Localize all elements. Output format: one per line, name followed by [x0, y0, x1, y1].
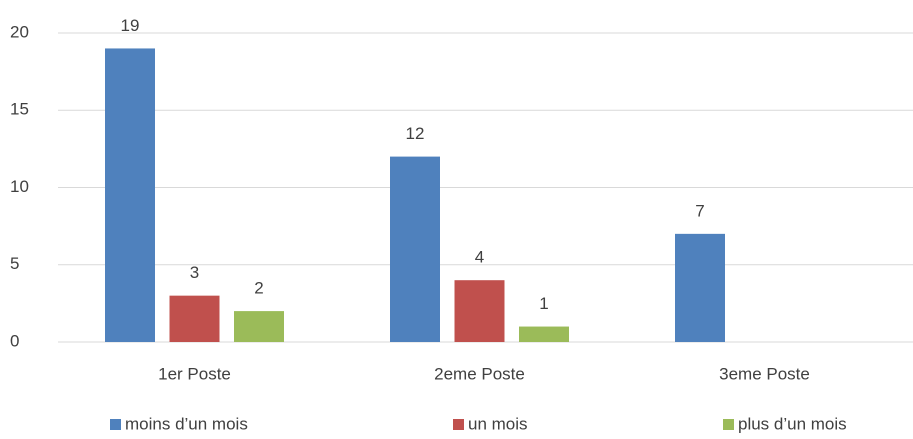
bar	[169, 295, 220, 342]
legend-swatch	[723, 419, 734, 430]
x-tick-label: 3eme Poste	[719, 364, 810, 383]
data-label: 4	[475, 248, 484, 267]
legend-label: plus d’un mois	[738, 414, 847, 433]
y-tick-label: 10	[10, 177, 29, 196]
bar	[105, 48, 155, 342]
data-label: 7	[695, 201, 704, 220]
bar	[519, 326, 569, 342]
legend-label: un mois	[468, 414, 528, 433]
bar	[675, 233, 725, 342]
y-tick-label: 5	[10, 254, 19, 273]
y-tick-label: 0	[10, 331, 19, 350]
data-label: 12	[406, 124, 425, 143]
data-label: 3	[190, 263, 199, 282]
bar	[454, 280, 505, 342]
legend-swatch	[110, 419, 121, 430]
x-tick-label: 1er Poste	[158, 364, 231, 383]
bar	[234, 311, 284, 342]
legend-label: moins d’un mois	[125, 414, 248, 433]
x-tick-label: 2eme Poste	[434, 364, 525, 383]
legend-swatch	[453, 419, 464, 430]
bar	[390, 156, 440, 342]
y-tick-label: 15	[10, 100, 29, 119]
y-tick-label: 20	[10, 22, 29, 41]
data-label: 19	[121, 16, 140, 35]
data-label: 2	[254, 279, 263, 298]
data-label: 1	[539, 294, 548, 313]
